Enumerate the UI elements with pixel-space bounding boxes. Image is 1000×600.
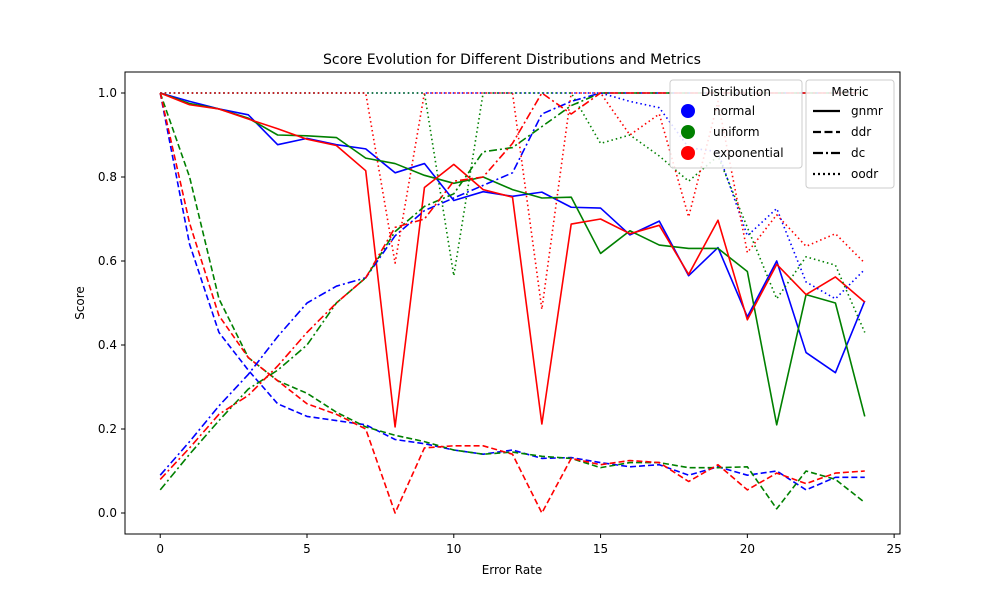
x-tick-label: 25 [886,542,901,556]
legend-metric-box [805,79,895,189]
series-line-exponential-dc [159,92,865,480]
legend-ddr-label: ddr [851,125,871,139]
legend-uniform-marker [681,125,695,139]
x-tick-label: 20 [740,542,755,556]
legend-exponential-marker [681,146,695,160]
legend-exponential-label: exponential [713,146,784,160]
chart-title: Score Evolution for Different Distributi… [323,52,701,68]
y-axis-label: Score [73,286,87,320]
series-line-exponential-ddr [159,92,865,514]
legend-gnmr-label: gnmr [851,104,883,118]
legend-normal-marker [681,104,695,118]
y-tick-label: 0.0 [98,506,117,520]
legend-dc-label: dc [851,146,865,160]
legend-metric-title: Metric [831,85,868,99]
legend-distribution: Distribution normal uniform exponential [669,79,803,169]
x-tick-label: 10 [446,542,461,556]
y-tick-label: 1.0 [98,86,117,100]
y-axis: 0.0 0.2 0.4 0.6 0.8 1.0 [98,86,125,520]
series-line-exponential-gnmr [159,92,866,428]
x-tick-label: 0 [156,542,164,556]
y-tick-label: 0.8 [98,170,117,184]
legend-distribution-title: Distribution [701,85,771,99]
series-line-exponential-oodr [160,92,866,311]
y-tick-label: 0.2 [98,422,117,436]
y-tick-label: 0.4 [98,338,117,352]
series-line-uniform-gnmr [159,92,866,426]
x-axis-label: Error Rate [482,563,543,577]
series-line-normal-gnmr [160,92,866,374]
x-tick-label: 5 [303,542,311,556]
y-tick-label: 0.6 [98,254,117,268]
plot-frame [124,71,901,535]
legend-uniform-label: uniform [713,125,760,139]
series-line-normal-dc [159,92,865,476]
x-tick-label: 15 [593,542,608,556]
legend-oodr-label: oodr [851,167,878,181]
series-line-normal-ddr [159,92,865,491]
legend-distribution-box [669,79,803,169]
x-axis: 0 5 10 15 20 25 [156,534,902,556]
legend-metric: Metric gnmr ddr dc oodr [805,79,895,189]
legend-normal-label: normal [713,104,755,118]
